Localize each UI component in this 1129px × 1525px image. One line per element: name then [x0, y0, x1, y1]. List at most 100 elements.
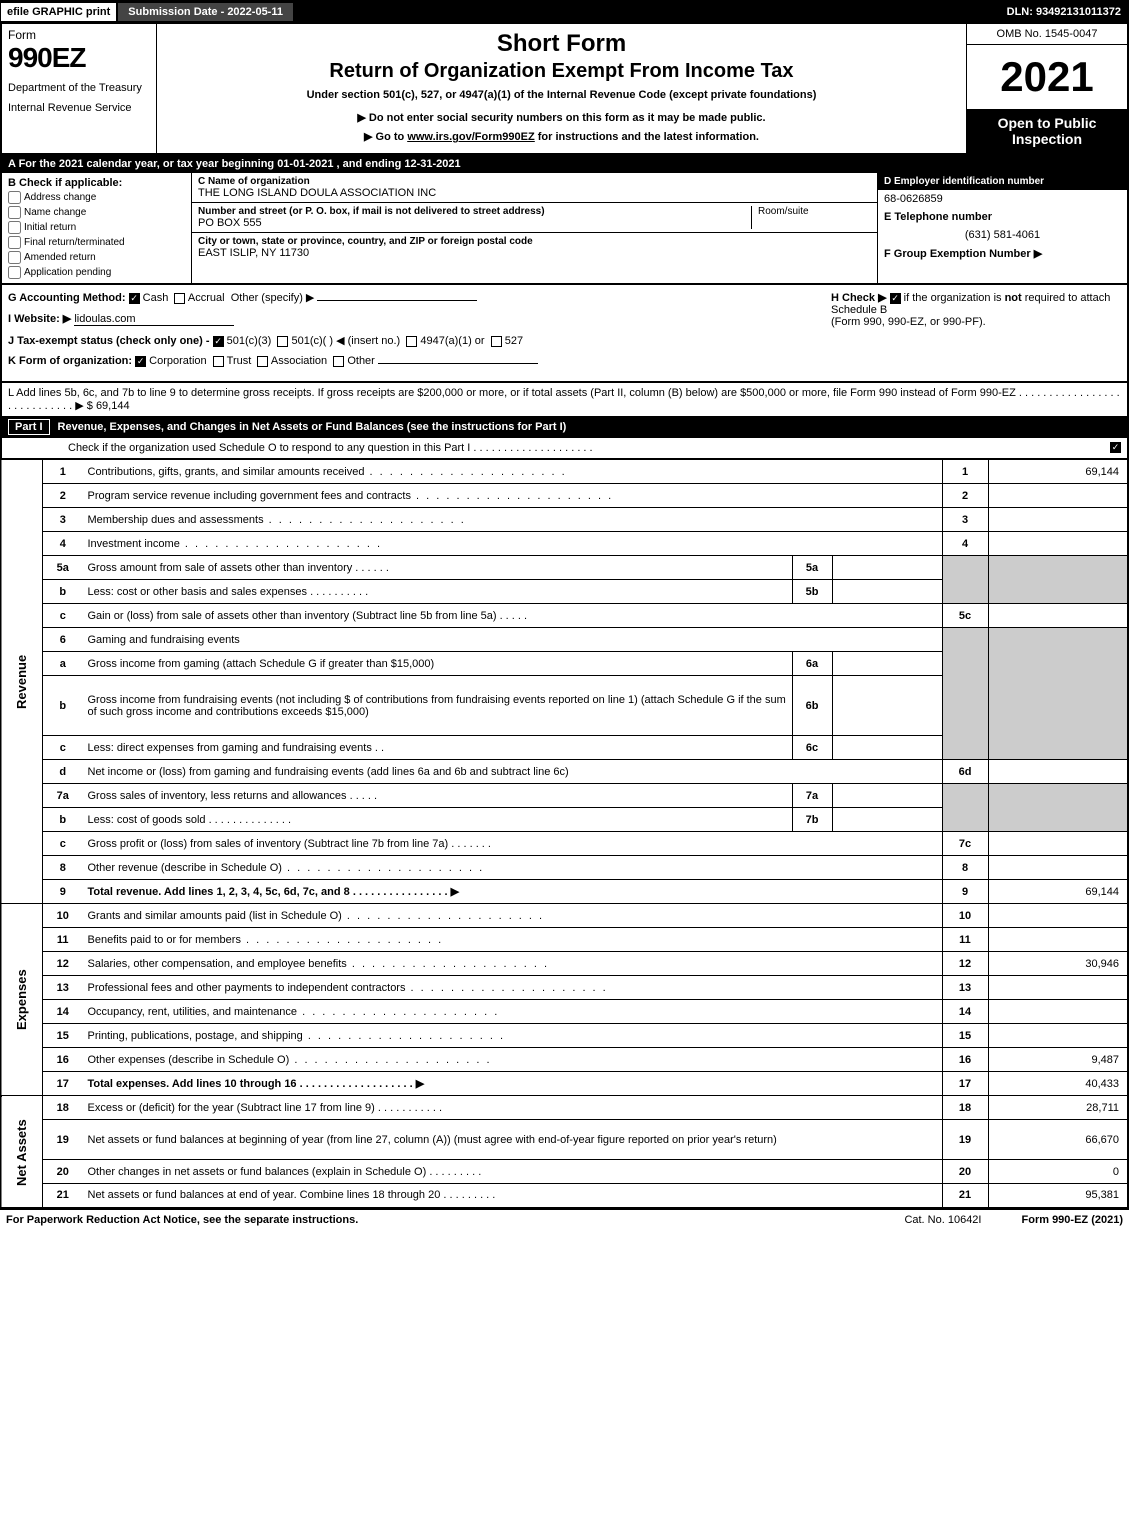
- chk-initial-return[interactable]: Initial return: [8, 221, 185, 234]
- form-number: 990EZ: [8, 42, 150, 74]
- row-a-tax-year: A For the 2021 calendar year, or tax yea…: [0, 155, 1129, 173]
- checkbox-cash-icon: ✓: [129, 293, 140, 304]
- form-word: Form: [8, 28, 150, 42]
- column-def: D Employer identification number 68-0626…: [877, 173, 1127, 283]
- org-city: EAST ISLIP, NY 11730: [198, 247, 871, 259]
- org-city-label: City or town, state or province, country…: [198, 236, 871, 247]
- website-value[interactable]: lidoulas.com: [74, 313, 234, 326]
- chk-amended-return[interactable]: Amended return: [8, 251, 185, 264]
- checkbox-name-change[interactable]: [8, 206, 21, 219]
- other-org-input[interactable]: [378, 363, 538, 364]
- part-1-table: Revenue 1 Contributions, gifts, grants, …: [0, 459, 1129, 1209]
- group-exemption: F Group Exemption Number ▶: [878, 244, 1127, 263]
- part-1-subtitle-row: Check if the organization used Schedule …: [0, 438, 1129, 459]
- org-addr-label: Number and street (or P. O. box, if mail…: [198, 206, 751, 217]
- checkbox-trust-icon: [213, 356, 224, 367]
- val-21: 95,381: [988, 1184, 1128, 1208]
- netassets-label: Net Assets: [1, 1096, 43, 1208]
- val-16: 9,487: [988, 1048, 1128, 1072]
- paperwork-notice: For Paperwork Reduction Act Notice, see …: [6, 1214, 358, 1226]
- org-name-row: C Name of organization THE LONG ISLAND D…: [192, 173, 877, 203]
- rows-ghijk: G Accounting Method: ✓ Cash Accrual Othe…: [0, 285, 1129, 383]
- org-addr: PO BOX 555: [198, 217, 751, 229]
- tax-year: 2021: [967, 45, 1127, 109]
- line-6d: dNet income or (loss) from gaming and fu…: [1, 760, 1128, 784]
- form-subtitle: Under section 501(c), 527, or 4947(a)(1)…: [165, 89, 958, 101]
- val-9: 69,144: [988, 880, 1128, 904]
- b-header: B Check if applicable:: [8, 177, 185, 189]
- chk-application-pending[interactable]: Application pending: [8, 266, 185, 279]
- dln: DLN: 93492131011372: [999, 3, 1129, 21]
- checkbox-4947-icon: [406, 336, 417, 347]
- line-10: Expenses 10Grants and similar amounts pa…: [1, 904, 1128, 928]
- header-right: OMB No. 1545-0047 2021 Open to Public In…: [967, 24, 1127, 153]
- dept-treasury: Department of the Treasury: [8, 82, 150, 94]
- row-j: J Tax-exempt status (check only one) - ✓…: [8, 334, 1121, 347]
- ein-label: D Employer identification number: [878, 173, 1127, 190]
- checkbox-address-change[interactable]: [8, 191, 21, 204]
- header-center: Short Form Return of Organization Exempt…: [157, 24, 967, 153]
- dept-irs: Internal Revenue Service: [8, 102, 150, 114]
- revenue-label: Revenue: [1, 460, 43, 904]
- efile-print-label[interactable]: efile GRAPHIC print: [0, 2, 117, 22]
- checkbox-assoc-icon: [257, 356, 268, 367]
- val-1: 69,144: [988, 460, 1128, 484]
- part-1-subtitle: Check if the organization used Schedule …: [68, 442, 593, 454]
- other-method-input[interactable]: [317, 300, 477, 301]
- line-18: Net Assets 18Excess or (deficit) for the…: [1, 1096, 1128, 1120]
- org-name-label: C Name of organization: [198, 176, 871, 187]
- checkbox-501c-icon: [277, 336, 288, 347]
- form-header: Form 990EZ Department of the Treasury In…: [0, 24, 1129, 155]
- line-9: 9Total revenue. Add lines 1, 2, 3, 4, 5c…: [1, 880, 1128, 904]
- checkbox-501c3-icon: ✓: [213, 336, 224, 347]
- chk-name-change[interactable]: Name change: [8, 206, 185, 219]
- top-bar: efile GRAPHIC print Submission Date - 20…: [0, 0, 1129, 24]
- line-13: 13Professional fees and other payments t…: [1, 976, 1128, 1000]
- org-address-row: Number and street (or P. O. box, if mail…: [192, 203, 877, 233]
- line-2: 2Program service revenue including gover…: [1, 484, 1128, 508]
- checkbox-final-return[interactable]: [8, 236, 21, 249]
- page-footer: For Paperwork Reduction Act Notice, see …: [0, 1209, 1129, 1230]
- val-17: 40,433: [988, 1072, 1128, 1096]
- omb-number: OMB No. 1545-0047: [967, 24, 1127, 45]
- org-name: THE LONG ISLAND DOULA ASSOCIATION INC: [198, 187, 871, 199]
- row-k: K Form of organization: ✓ Corporation Tr…: [8, 355, 1121, 367]
- cat-number: Cat. No. 10642I: [904, 1214, 981, 1226]
- checkbox-amended-return[interactable]: [8, 251, 21, 264]
- line-19: 19Net assets or fund balances at beginni…: [1, 1120, 1128, 1160]
- gross-receipts: 69,144: [96, 400, 130, 412]
- val-20: 0: [988, 1160, 1128, 1184]
- irs-link-note: ▶ Go to www.irs.gov/Form990EZ for instru…: [165, 130, 958, 143]
- open-public-inspection: Open to Public Inspection: [967, 109, 1127, 153]
- chk-address-change[interactable]: Address change: [8, 191, 185, 204]
- part-1-label: Part I: [8, 419, 50, 435]
- irs-link[interactable]: www.irs.gov/Form990EZ: [407, 131, 534, 143]
- column-b: B Check if applicable: Address change Na…: [2, 173, 192, 283]
- line-21: 21Net assets or fund balances at end of …: [1, 1184, 1128, 1208]
- line-14: 14Occupancy, rent, utilities, and mainte…: [1, 1000, 1128, 1024]
- phone-value: (631) 581-4061: [878, 226, 1127, 244]
- checkbox-527-icon: [491, 336, 502, 347]
- checkbox-other-icon: [333, 356, 344, 367]
- part-1-title: Revenue, Expenses, and Changes in Net As…: [58, 421, 567, 433]
- checkbox-h-icon: ✓: [890, 293, 901, 304]
- checkbox-application-pending[interactable]: [8, 266, 21, 279]
- line-11: 11Benefits paid to or for members11: [1, 928, 1128, 952]
- ssn-warning: ▶ Do not enter social security numbers o…: [165, 111, 958, 124]
- column-c: C Name of organization THE LONG ISLAND D…: [192, 173, 877, 283]
- row-l: L Add lines 5b, 6c, and 7b to line 9 to …: [0, 383, 1129, 416]
- form-reference: Form 990-EZ (2021): [1022, 1214, 1124, 1226]
- submission-date: Submission Date - 2022-05-11: [117, 2, 294, 22]
- val-12: 30,946: [988, 952, 1128, 976]
- line-1: Revenue 1 Contributions, gifts, grants, …: [1, 460, 1128, 484]
- line-4: 4Investment income4: [1, 532, 1128, 556]
- val-19: 66,670: [988, 1120, 1128, 1160]
- row-h: H Check ▶ ✓ if the organization is not r…: [831, 291, 1121, 328]
- header-left: Form 990EZ Department of the Treasury In…: [2, 24, 157, 153]
- form-title: Return of Organization Exempt From Incom…: [165, 60, 958, 83]
- chk-final-return[interactable]: Final return/terminated: [8, 236, 185, 249]
- section-bcdef: B Check if applicable: Address change Na…: [0, 173, 1129, 285]
- line-20: 20Other changes in net assets or fund ba…: [1, 1160, 1128, 1184]
- part-1-header: Part I Revenue, Expenses, and Changes in…: [0, 416, 1129, 438]
- checkbox-initial-return[interactable]: [8, 221, 21, 234]
